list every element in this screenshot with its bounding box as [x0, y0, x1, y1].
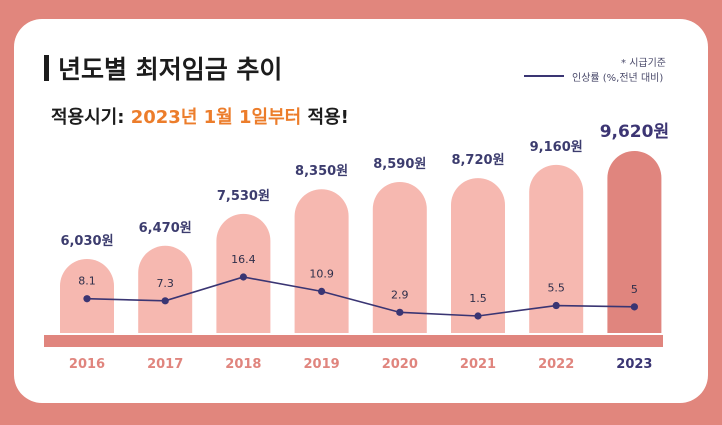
- year-label-2021: 2021: [460, 357, 496, 372]
- bar-2020: [372, 181, 427, 333]
- subtitle-suffix: 적용!: [301, 107, 349, 128]
- wage-label-2022: 9,160원: [530, 140, 583, 155]
- year-label-2023: 2023: [616, 357, 652, 372]
- title-accent-bar: [44, 55, 49, 81]
- rate-label-2018: 16.4: [231, 253, 256, 266]
- wage-label-2019: 8,350원: [295, 164, 348, 179]
- rate-point-2016: [83, 295, 91, 303]
- rate-point-2018: [239, 273, 247, 281]
- year-label-2018: 2018: [225, 357, 261, 372]
- rate-line: [86, 276, 635, 317]
- wage-label-2020: 8,590원: [373, 157, 426, 172]
- rate-label-2020: 2.9: [391, 288, 409, 301]
- rate-label-2023: 5: [631, 283, 638, 296]
- wage-label-2016: 6,030원: [60, 234, 113, 249]
- rate-label-2017: 7.3: [156, 277, 174, 290]
- year-label-2019: 2019: [304, 357, 340, 372]
- year-label-2022: 2022: [538, 357, 574, 372]
- bar-2021: [451, 178, 505, 333]
- subtitle-highlight: 2023년 1월 1일부터: [130, 107, 302, 128]
- year-label-2016: 2016: [69, 357, 105, 372]
- bar-2022: [529, 164, 584, 333]
- rate-label-2022: 5.5: [547, 282, 565, 295]
- rate-point-2021: [474, 312, 482, 320]
- bar-2023: [607, 151, 662, 333]
- rate-point-2020: [396, 308, 404, 316]
- bar-2017: [138, 245, 193, 333]
- rate-point-2019: [318, 287, 326, 295]
- legend: 인상률 (%,전년 대비): [524, 69, 664, 84]
- wage-label-2017: 6,470원: [139, 221, 192, 236]
- subtitle-prefix: 적용시기:: [51, 107, 131, 128]
- year-label-2020: 2020: [382, 357, 418, 372]
- rate-point-2022: [552, 301, 560, 310]
- unit-note: * 시급기준: [621, 58, 666, 69]
- legend-label: 인상률 (%,전년 대비): [572, 72, 664, 84]
- wage-label-2018: 7,530원: [217, 189, 270, 204]
- year-label-2017: 2017: [147, 357, 183, 372]
- rate-point-2023: [630, 303, 639, 311]
- rate-label-2016: 8.1: [78, 275, 96, 288]
- chart-subtitle: 적용시기: 2023년 1월 1일부터 적용!: [51, 103, 349, 129]
- rate-label-2021: 1.5: [469, 292, 487, 305]
- chart-title: 년도별 최저임금 추이: [58, 55, 283, 84]
- wage-label-2023: 9,620원: [600, 122, 669, 142]
- rate-point-2017: [161, 297, 169, 305]
- rate-label-2019: 10.9: [309, 267, 334, 280]
- chart-baseline: [44, 335, 663, 347]
- legend-line-swatch: [524, 75, 564, 77]
- wage-label-2021: 8,720원: [451, 153, 504, 168]
- bar-2019: [294, 189, 349, 333]
